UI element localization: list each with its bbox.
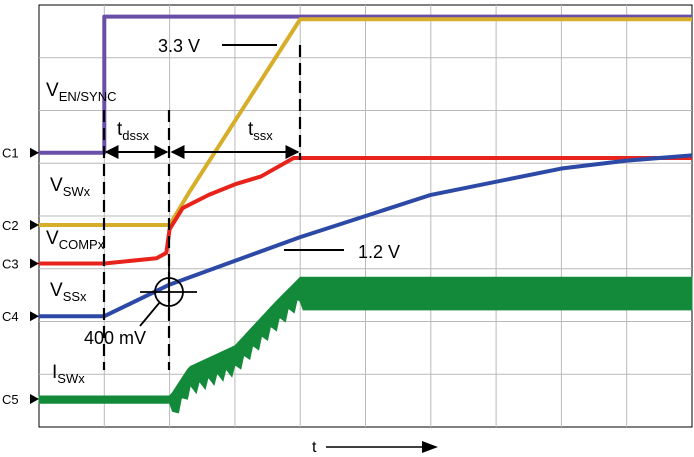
label-vcompx: VCOMPx [46, 228, 105, 252]
channel-marker-c1 [30, 147, 39, 158]
trace-iswx [38, 276, 693, 414]
label-vssx: VSSx [50, 280, 87, 304]
trace-v-compx [39, 155, 692, 266]
grid [39, 5, 692, 427]
label-400mv: 400 mV [84, 328, 146, 348]
channel-label-c2: C2 [2, 218, 19, 233]
label-1v2: 1.2 V [358, 242, 400, 262]
channel-marker-c5 [30, 394, 39, 405]
label-tssx: tssx [248, 119, 273, 143]
trace-v-swx [39, 17, 692, 227]
channel-label-c4: C4 [2, 309, 19, 324]
channel-marker-c3 [30, 258, 39, 269]
channel-marker-c4 [30, 311, 39, 322]
channel-marker-c2 [30, 219, 39, 230]
trace-v-en-sync [39, 14, 692, 155]
channel-markers: C1 C2 C3 C4 C5 [2, 146, 39, 407]
label-3v3: 3.3 V [158, 36, 200, 56]
trace-v-ssx [39, 153, 693, 319]
400mv-crosshair [139, 263, 197, 327]
channel-label-c3: C3 [2, 256, 19, 271]
label-ven-sync: VEN/SYNC [46, 80, 116, 104]
timing-markers [102, 45, 302, 370]
channel-label-c5: C5 [2, 392, 19, 407]
label-iswx: ISWx [52, 362, 85, 386]
channel-label-c1: C1 [2, 146, 19, 161]
time-arrowhead [422, 441, 438, 453]
x-axis-label: t [312, 439, 317, 456]
traces [38, 14, 693, 414]
label-vswx: VSWx [50, 175, 91, 199]
label-tdssx: tdssx [117, 119, 150, 143]
